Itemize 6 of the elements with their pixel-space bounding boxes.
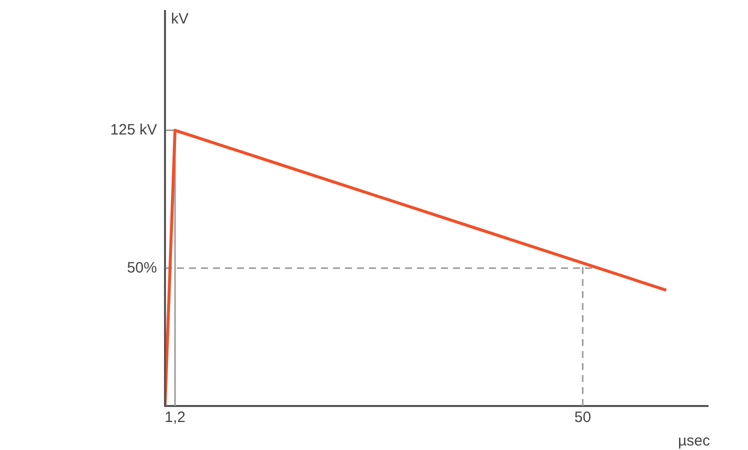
ref-line-label: 50% xyxy=(126,259,157,276)
text: kV xyxy=(171,10,189,28)
x-tick-label: 1,2 xyxy=(164,409,186,426)
x-tick-label: 50 xyxy=(574,409,592,426)
ref-line-label: 125 kV xyxy=(110,121,157,138)
x-axis-title: µsec xyxy=(678,432,710,450)
